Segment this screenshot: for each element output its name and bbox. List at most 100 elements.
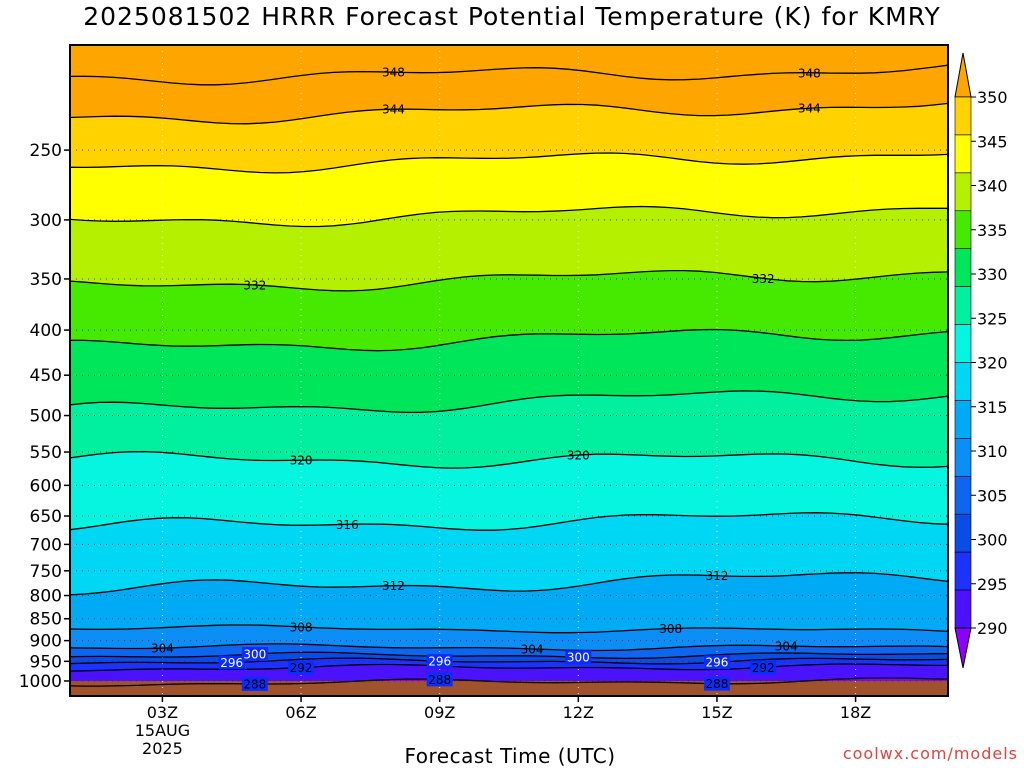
fill-band [70, 643, 948, 659]
y-tick-label: 750 [30, 562, 62, 582]
contour-label: 304 [521, 642, 544, 656]
colorbar-segment [954, 513, 972, 553]
contour-line [70, 102, 948, 125]
contour-label: 296 [220, 656, 243, 670]
contour-label-bg [426, 672, 453, 687]
colorbar-top-arrow [954, 52, 972, 98]
contour-label-bg [241, 647, 268, 662]
colorbar-bottom-arrow [954, 627, 972, 669]
contour-label: 308 [290, 620, 313, 634]
colorbar-tick-label: 300 [977, 531, 1008, 550]
y-tick-label: 700 [30, 535, 62, 555]
contour-label-bg [288, 660, 315, 675]
contour-label: 332 [243, 278, 266, 292]
colorbar-segment [954, 134, 972, 174]
colorbar-segment [954, 286, 972, 325]
contour-line [70, 512, 948, 531]
y-tick-label: 250 [30, 141, 62, 161]
contour-label-bg [426, 654, 453, 669]
colorbar-segment [954, 400, 972, 439]
x-axis-label: Forecast Time (UTC) [404, 744, 616, 768]
contour-label: 320 [290, 454, 313, 468]
contour-line [70, 450, 948, 469]
colorbar-segment [954, 589, 972, 629]
colorbar-tick-label: 315 [977, 398, 1008, 417]
colorbar: 350 345 340 335 330 325 320 315 310 305 300 295 290 [954, 52, 1008, 669]
contour-line [70, 624, 948, 634]
colorbar-segment [954, 551, 972, 591]
colorbar-tick-label: 310 [977, 442, 1008, 461]
contour-line [70, 643, 948, 652]
contour-label: 292 [752, 661, 775, 675]
colorbar-tick-label: 305 [977, 486, 1008, 505]
fill-band [70, 329, 948, 413]
fill-band [70, 65, 948, 124]
plot-frame [69, 44, 949, 697]
fill-band [70, 512, 948, 595]
contour-label: 288 [428, 673, 451, 687]
chart-title: 2025081502 HRRR Forecast Potential Tempe… [83, 2, 941, 31]
contour-label: 348 [382, 66, 405, 80]
colorbar-segment [954, 172, 972, 212]
fill-band [70, 45, 948, 85]
contour-line [70, 663, 948, 672]
contour-line [70, 328, 948, 352]
x-tick-label: 09Z [424, 703, 455, 722]
contour-label: 292 [290, 661, 313, 675]
contour-label-bg [703, 676, 730, 691]
colorbar-segment [954, 96, 972, 136]
contour-label: 304 [775, 640, 798, 654]
contour-label: 296 [428, 655, 451, 669]
y-tick-label: 900 [30, 632, 62, 652]
contour-line [70, 657, 948, 665]
colorbar-tick-label: 295 [977, 575, 1008, 594]
contour-line [70, 651, 948, 660]
y-tick-label: 800 [30, 587, 62, 607]
credit-link[interactable]: coolwx.com/models [842, 744, 1018, 763]
contour-label: 288 [705, 677, 728, 691]
contour-label-bg [703, 655, 730, 670]
x-date-label: 2025 [142, 739, 183, 758]
y-axis-ticks: 2503003504004505005506006507007508008509… [19, 141, 70, 692]
contour-label: 288 [243, 677, 266, 691]
colorbar-tick-label: 350 [977, 88, 1008, 107]
contour-label: 344 [798, 102, 821, 116]
contour-label: 344 [382, 103, 405, 117]
contour-label: 300 [243, 648, 266, 662]
x-tick-label: 06Z [285, 703, 316, 722]
y-tick-label: 600 [30, 476, 62, 496]
filled-contours [70, 45, 948, 696]
contour-label: 312 [382, 579, 405, 593]
colorbar-segment [954, 324, 972, 363]
colorbar-tick-label: 325 [977, 309, 1008, 328]
fill-band [70, 270, 948, 351]
fill-band [70, 625, 948, 651]
colorbar-tick-label: 335 [977, 221, 1008, 240]
colorbar-segment [954, 362, 972, 401]
contour-line [70, 205, 948, 228]
colorbar-tick-label: 320 [977, 354, 1008, 373]
y-tick-label: 850 [30, 610, 62, 630]
y-tick-label: 650 [30, 507, 62, 527]
fill-band [70, 572, 948, 633]
fill-band [70, 153, 948, 227]
contour-label-bg [218, 655, 245, 670]
colorbar-segment [954, 438, 972, 477]
fill-band [70, 390, 948, 469]
contour-line [70, 572, 948, 596]
contour-line [70, 677, 948, 687]
colorbar-tick-label: 345 [977, 132, 1008, 151]
y-tick-label: 550 [30, 443, 62, 463]
y-tick-label: 450 [30, 366, 62, 386]
y-tick-label: 300 [30, 211, 62, 231]
colorbar-segment [954, 210, 972, 250]
colorbar-segment [954, 248, 972, 287]
x-tick-label: 18Z [840, 703, 871, 722]
y-tick-label: 400 [30, 321, 62, 341]
contour-label-bg [241, 676, 268, 691]
contour-label: 348 [798, 66, 821, 80]
grid-lines [70, 45, 948, 696]
